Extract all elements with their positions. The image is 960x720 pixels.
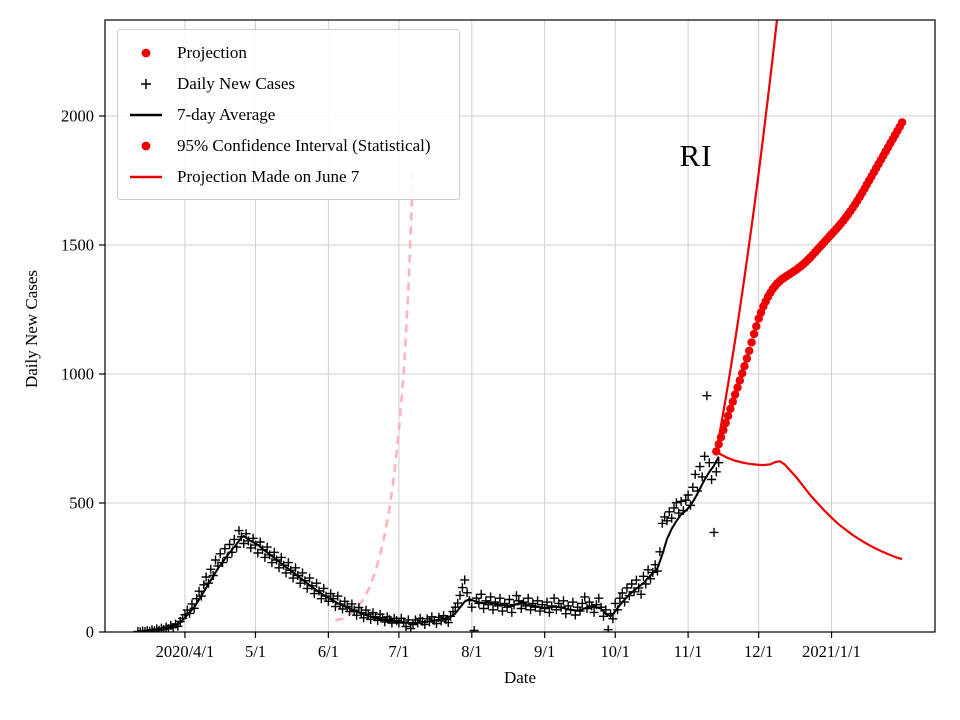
legend-item: 7-day Average — [128, 99, 431, 130]
legend-plus-icon — [141, 78, 151, 89]
y-tick-label: 1500 — [61, 236, 94, 255]
x-tick-label: 12/1 — [744, 642, 773, 661]
y-axis-label: Daily New Cases — [22, 269, 41, 388]
state-annotation: RI — [679, 138, 713, 173]
legend-label: Projection Made on June 7 — [177, 166, 360, 186]
legend-dot-icon — [141, 48, 151, 57]
x-tick-label: 10/1 — [601, 642, 630, 661]
x-axis-label: Date — [503, 668, 537, 687]
legend: Projection Daily New Cases 7-day Average 95… — [117, 29, 460, 200]
legend-label: 7-day Average — [177, 104, 276, 124]
x-tick-label: 2021/1/1 — [802, 642, 861, 661]
tick-labels: 2020/4/1 5/1 6/1 7/1 8/1 9/1 10/1 11/1 12/1 2021/… — [61, 107, 861, 662]
series-ci-lower — [715, 450, 903, 561]
legend-item: 95% Confidence Interval (Statistical) — [128, 130, 431, 161]
plot-series — [133, 20, 907, 632]
x-tick-label: 7/1 — [388, 642, 409, 661]
series-seven-day-average — [144, 456, 720, 632]
legend-label: Daily New Cases — [177, 73, 296, 93]
series-projection-made-june-7 — [335, 172, 415, 622]
y-tick-label: 1000 — [61, 365, 94, 384]
plot-frame — [104, 19, 936, 633]
x-tick-label: 9/1 — [534, 642, 555, 661]
legend-label: 95% Confidence Interval (Statistical) — [177, 135, 431, 155]
legend-dot-icon — [141, 141, 151, 150]
x-tick-label: 2020/4/1 — [156, 642, 215, 661]
legend-item: Projection — [128, 37, 431, 68]
legend-item: Projection Made on June 7 — [128, 161, 431, 192]
x-tick-label: 11/1 — [674, 642, 703, 661]
legend-line-icon — [130, 113, 162, 116]
legend-item: Daily New Cases — [128, 68, 431, 99]
axis-ticks — [99, 115, 833, 638]
y-tick-label: 2000 — [61, 107, 94, 126]
y-tick-label: 500 — [69, 494, 94, 513]
legend-label: Projection — [177, 42, 247, 62]
x-tick-label: 6/1 — [318, 642, 339, 661]
series-projection — [712, 118, 907, 456]
legend-line-icon — [130, 175, 162, 178]
y-tick-label: 0 — [86, 623, 94, 642]
series-ci-upper — [715, 20, 779, 452]
x-tick-label: 8/1 — [461, 642, 482, 661]
x-tick-label: 5/1 — [245, 642, 266, 661]
